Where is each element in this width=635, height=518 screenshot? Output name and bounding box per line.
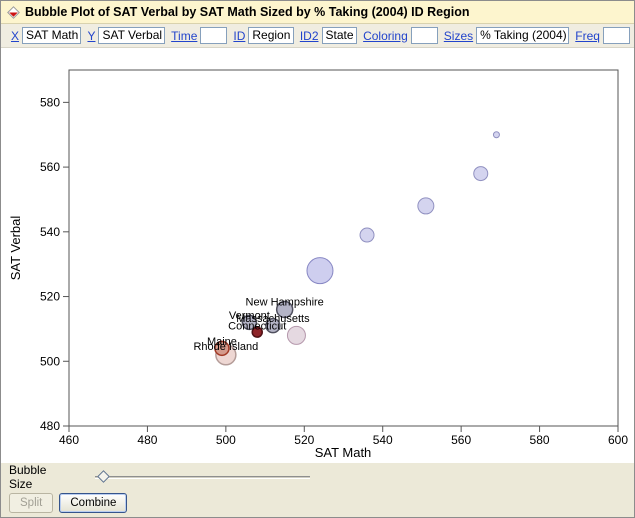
bubble-label-massachusetts: Massachusetts (236, 313, 310, 325)
combine-button[interactable]: Combine (59, 493, 128, 513)
bubble-size-row: Bubble Size (1, 462, 634, 491)
x-role-field[interactable]: SAT Math (22, 27, 82, 44)
time-role-field[interactable] (200, 27, 228, 44)
slider-thumb[interactable] (97, 469, 110, 483)
y-tick-label: 540 (40, 225, 60, 239)
x-tick-label: 540 (373, 433, 393, 447)
bubble-connecticut[interactable] (251, 326, 263, 338)
bubble-labels-layer: New Hampshire VermontMassachusettsConnect… (193, 296, 323, 352)
y-role-field[interactable]: SAT Verbal (98, 27, 166, 44)
bubble-region[interactable] (306, 257, 334, 285)
id-role-link[interactable]: ID (233, 28, 246, 43)
y-role-link[interactable]: Y (87, 28, 96, 43)
bubble-region[interactable] (359, 227, 375, 243)
disclosure-diamond-glyph (6, 5, 20, 19)
bubble-plot-canvas[interactable]: 460 480 500 520 540 560 580 6004805005205405605… (1, 48, 635, 463)
coloring-role-link[interactable]: Coloring (363, 28, 408, 43)
bubble-size-slider[interactable] (95, 469, 310, 485)
axis-ticks-layer: 460 480 500 520 540 560 580 6004805005205405605… (40, 95, 628, 447)
bubble-size-label: Bubble Size (9, 462, 47, 491)
split-button[interactable]: Split (9, 493, 54, 513)
plot-frame (68, 69, 619, 427)
report-title-bar: Bubble Plot of SAT Verbal by SAT Math Si… (1, 1, 634, 24)
bubble-massachusetts[interactable] (265, 317, 281, 334)
bubble-label-maine: Maine (207, 336, 237, 348)
x-tick-label: 580 (530, 433, 550, 447)
split-combine-row: Split Combine (1, 490, 634, 517)
freq-role-field[interactable] (602, 27, 630, 44)
plot-panel: 460 480 500 520 540 560 580 600 480 500 520 540 560 5… (1, 48, 634, 463)
y-tick-label: 480 (40, 419, 60, 433)
role-control-bar: X SAT Math Y SAT Verbal Time ID Region I… (1, 24, 634, 48)
y-tick-label: 500 (40, 354, 60, 368)
sizes-role-link[interactable]: Sizes (443, 28, 474, 43)
y-axis-title: SAT Verbal (8, 216, 23, 281)
y-tick-label: 520 (40, 290, 60, 304)
y-tick-label: 580 (40, 95, 60, 109)
sizes-role-field[interactable]: % Taking (2004) (476, 27, 570, 44)
x-tick-label: 520 (294, 433, 314, 447)
bubble-label-new-hampshire: New Hampshire (246, 296, 324, 308)
disclosure-triangle-icon[interactable] (6, 5, 20, 19)
x-tick-label: 560 (451, 433, 471, 447)
freq-role-link[interactable]: Freq (575, 28, 600, 43)
x-tick-label: 460 (59, 433, 79, 447)
bubble-region[interactable] (286, 325, 306, 345)
id2-role-link[interactable]: ID2 (299, 28, 319, 43)
report-title: Bubble Plot of SAT Verbal by SAT Math Si… (25, 5, 470, 19)
bubble-vermont[interactable] (241, 314, 258, 331)
bubbles-layer (214, 131, 500, 366)
x-tick-label: 500 (216, 433, 236, 447)
x-tick-label: 600 (608, 433, 628, 447)
id2-role-field[interactable]: State (321, 27, 358, 44)
bubble-region[interactable] (492, 131, 500, 139)
x-role-link[interactable]: X (11, 28, 20, 43)
bubble-maine[interactable] (214, 340, 230, 357)
bubble-new-hampshire[interactable] (275, 300, 294, 319)
time-role-link[interactable]: Time (171, 28, 198, 43)
bubble-region[interactable] (473, 166, 489, 182)
coloring-role-field[interactable] (410, 27, 438, 44)
x-tick-label: 480 (137, 433, 157, 447)
bubble-label-rhode-island: Rhode Island (193, 341, 258, 353)
id-role-field[interactable]: Region (248, 27, 294, 44)
slider-track[interactable] (95, 475, 310, 479)
x-axis-title: SAT Math (315, 445, 372, 460)
bubble-label-vermont: Vermont (229, 310, 270, 322)
bubble-region[interactable] (417, 197, 435, 215)
bubble-label-connecticut: Connecticut (228, 321, 286, 333)
y-tick-label: 560 (40, 160, 60, 174)
